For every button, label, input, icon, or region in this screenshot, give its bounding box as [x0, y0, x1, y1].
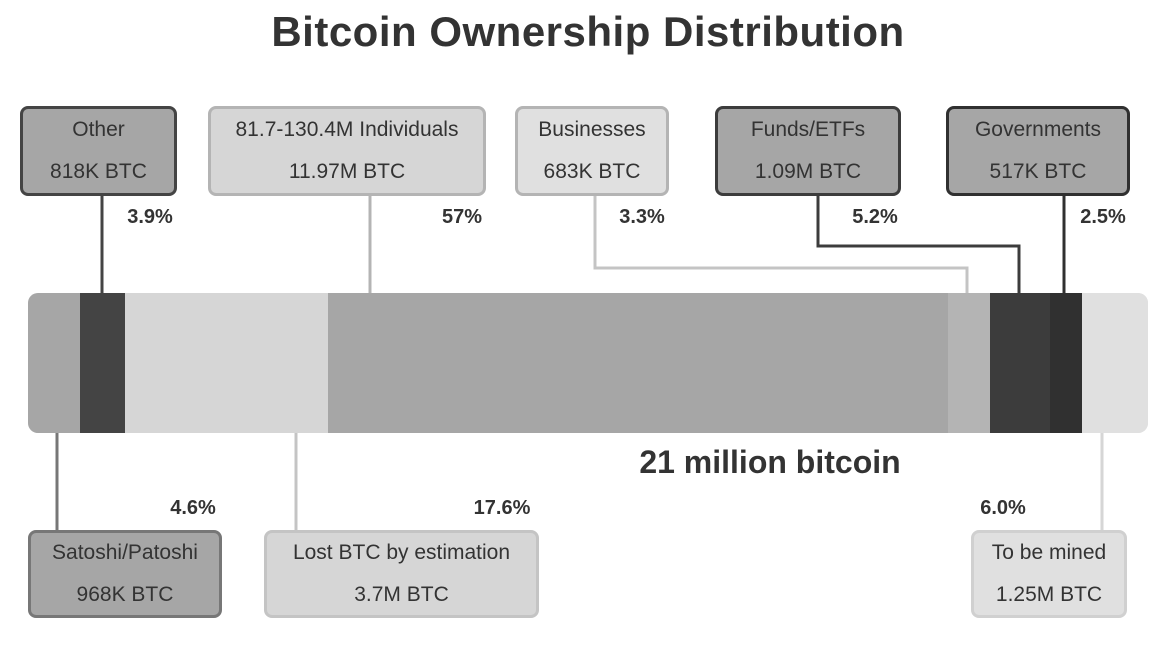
- bar-segment-satoshi-patoshi: [28, 293, 80, 433]
- callout-governments: Governments 517K BTC: [946, 106, 1130, 196]
- callout-lost-btc-by-estimation: Lost BTC by estimation 3.7M BTC: [264, 530, 539, 618]
- callout-81-7-130-4m-individuals: 81.7-130.4M Individuals 11.97M BTC: [208, 106, 486, 196]
- callout-label: Funds/ETFs: [750, 118, 866, 141]
- total-caption: 21 million bitcoin: [639, 444, 901, 480]
- bar-segment-to-be-mined: [1082, 293, 1148, 433]
- callout-label: Businesses: [538, 118, 646, 141]
- callout-businesses: Businesses 683K BTC: [515, 106, 669, 196]
- callout-funds-etfs: Funds/ETFs 1.09M BTC: [715, 106, 901, 196]
- callout-satoshi-patoshi: Satoshi/Patoshi 968K BTC: [28, 530, 222, 618]
- callout-amount: 3.7M BTC: [354, 583, 449, 606]
- percent-label-other: 3.9%: [127, 206, 173, 228]
- callout-amount: 1.09M BTC: [754, 160, 862, 183]
- percent-label-81-7-130-4m-individuals: 57%: [441, 206, 483, 228]
- leader-line: [593, 196, 969, 293]
- callout-amount: 1.25M BTC: [995, 583, 1103, 606]
- callout-label: Lost BTC by estimation: [292, 541, 511, 564]
- callout-amount: 683K BTC: [543, 160, 641, 183]
- bar-segment-governments: [1050, 293, 1082, 433]
- bar-segment-other: [80, 293, 125, 433]
- percent-label-funds-etfs: 5.2%: [852, 206, 898, 228]
- percent-label-satoshi-patoshi: 4.6%: [170, 497, 216, 519]
- callout-amount: 517K BTC: [989, 160, 1087, 183]
- callout-amount: 968K BTC: [76, 583, 174, 606]
- bar-segment-businesses: [948, 293, 990, 433]
- bar-segment-funds-etfs: [990, 293, 1050, 433]
- bar-segment-81-7-130-4m-individuals: [328, 293, 948, 433]
- leader-line: [816, 196, 1021, 293]
- callout-label: To be mined: [991, 541, 1107, 564]
- percent-label-governments: 2.5%: [1080, 206, 1126, 228]
- callout-label: 81.7-130.4M Individuals: [235, 118, 459, 141]
- callout-label: Satoshi/Patoshi: [52, 541, 198, 564]
- callout-amount: 11.97M BTC: [288, 160, 406, 183]
- bar-segment-lost-btc-by-estimation: [125, 293, 328, 433]
- chart-title: Bitcoin Ownership Distribution: [271, 8, 905, 55]
- callout-other: Other 818K BTC: [20, 106, 177, 196]
- percent-label-businesses: 3.3%: [619, 206, 665, 228]
- callout-to-be-mined: To be mined 1.25M BTC: [971, 530, 1127, 618]
- callout-label: Other: [72, 118, 125, 141]
- callout-label: Governments: [974, 118, 1102, 141]
- percent-label-lost-btc-by-estimation: 17.6%: [473, 497, 531, 519]
- percent-label-to-be-mined: 6.0%: [980, 497, 1026, 519]
- callout-amount: 818K BTC: [50, 160, 147, 183]
